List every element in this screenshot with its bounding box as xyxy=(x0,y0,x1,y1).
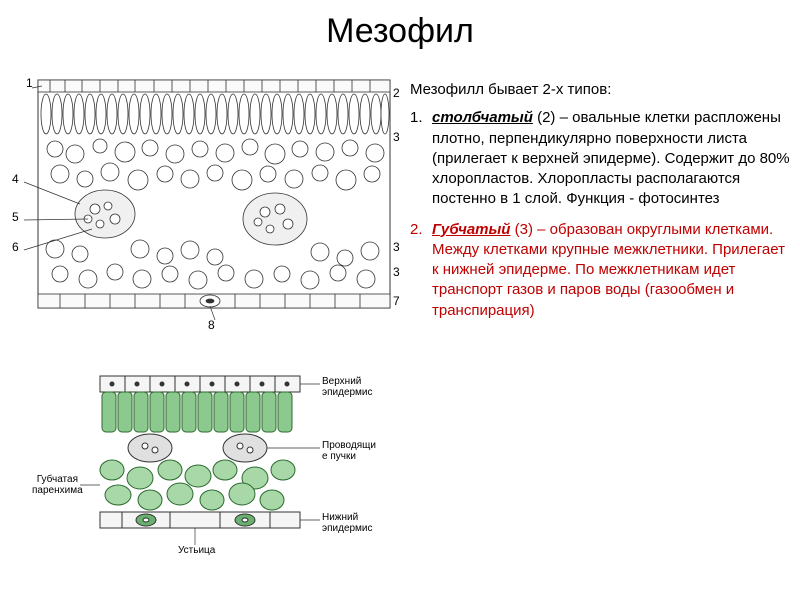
label-2: 2 xyxy=(393,86,400,100)
callout-spongy: Губчатая паренхима xyxy=(32,474,78,496)
cross-section-diagram: 1 2 3 4 5 6 3 3 7 8 xyxy=(10,74,400,334)
label-5: 5 xyxy=(12,210,19,224)
list-item-1: 1. столбчатый (2) – овальные клетки расп… xyxy=(410,108,790,209)
item-body: Губчатый (3) – образован округлыми клетк… xyxy=(432,220,790,321)
colored-cross-section-diagram: Верхний эпидермис Проводящи е пучки Губч… xyxy=(70,370,380,560)
callout-lower-epidermis: Нижний эпидермис xyxy=(322,512,373,534)
label-3a: 3 xyxy=(393,130,400,144)
term-palisade: столбчатый xyxy=(432,109,533,126)
item-number: 2. xyxy=(410,220,432,321)
item-number: 1. xyxy=(410,108,432,209)
label-3b: 3 xyxy=(393,240,400,254)
callout-stomata: Устьица xyxy=(178,545,215,556)
callout-upper-epidermis: Верхний эпидермис xyxy=(322,376,373,398)
intro-line: Мезофилл бывает 2-х типов: xyxy=(410,80,790,100)
term-num: (2) xyxy=(537,109,555,126)
label-6: 6 xyxy=(12,240,19,254)
label-8: 8 xyxy=(208,318,215,332)
list-item-2: 2. Губчатый (3) – образован округлыми кл… xyxy=(410,220,790,321)
description-text: Мезофилл бывает 2-х типов: 1. столбчатый… xyxy=(410,80,790,331)
term-spongy: Губчатый xyxy=(432,221,510,238)
label-1: 1 xyxy=(26,76,33,90)
callout-vascular: Проводящи е пучки xyxy=(322,440,376,462)
label-3c: 3 xyxy=(393,265,400,279)
page-title: Мезофил xyxy=(326,12,474,51)
item-body: столбчатый (2) – овальные клетки расплож… xyxy=(432,108,790,209)
term-num: (3) xyxy=(515,221,533,238)
label-4: 4 xyxy=(12,172,19,186)
label-7: 7 xyxy=(393,294,400,308)
